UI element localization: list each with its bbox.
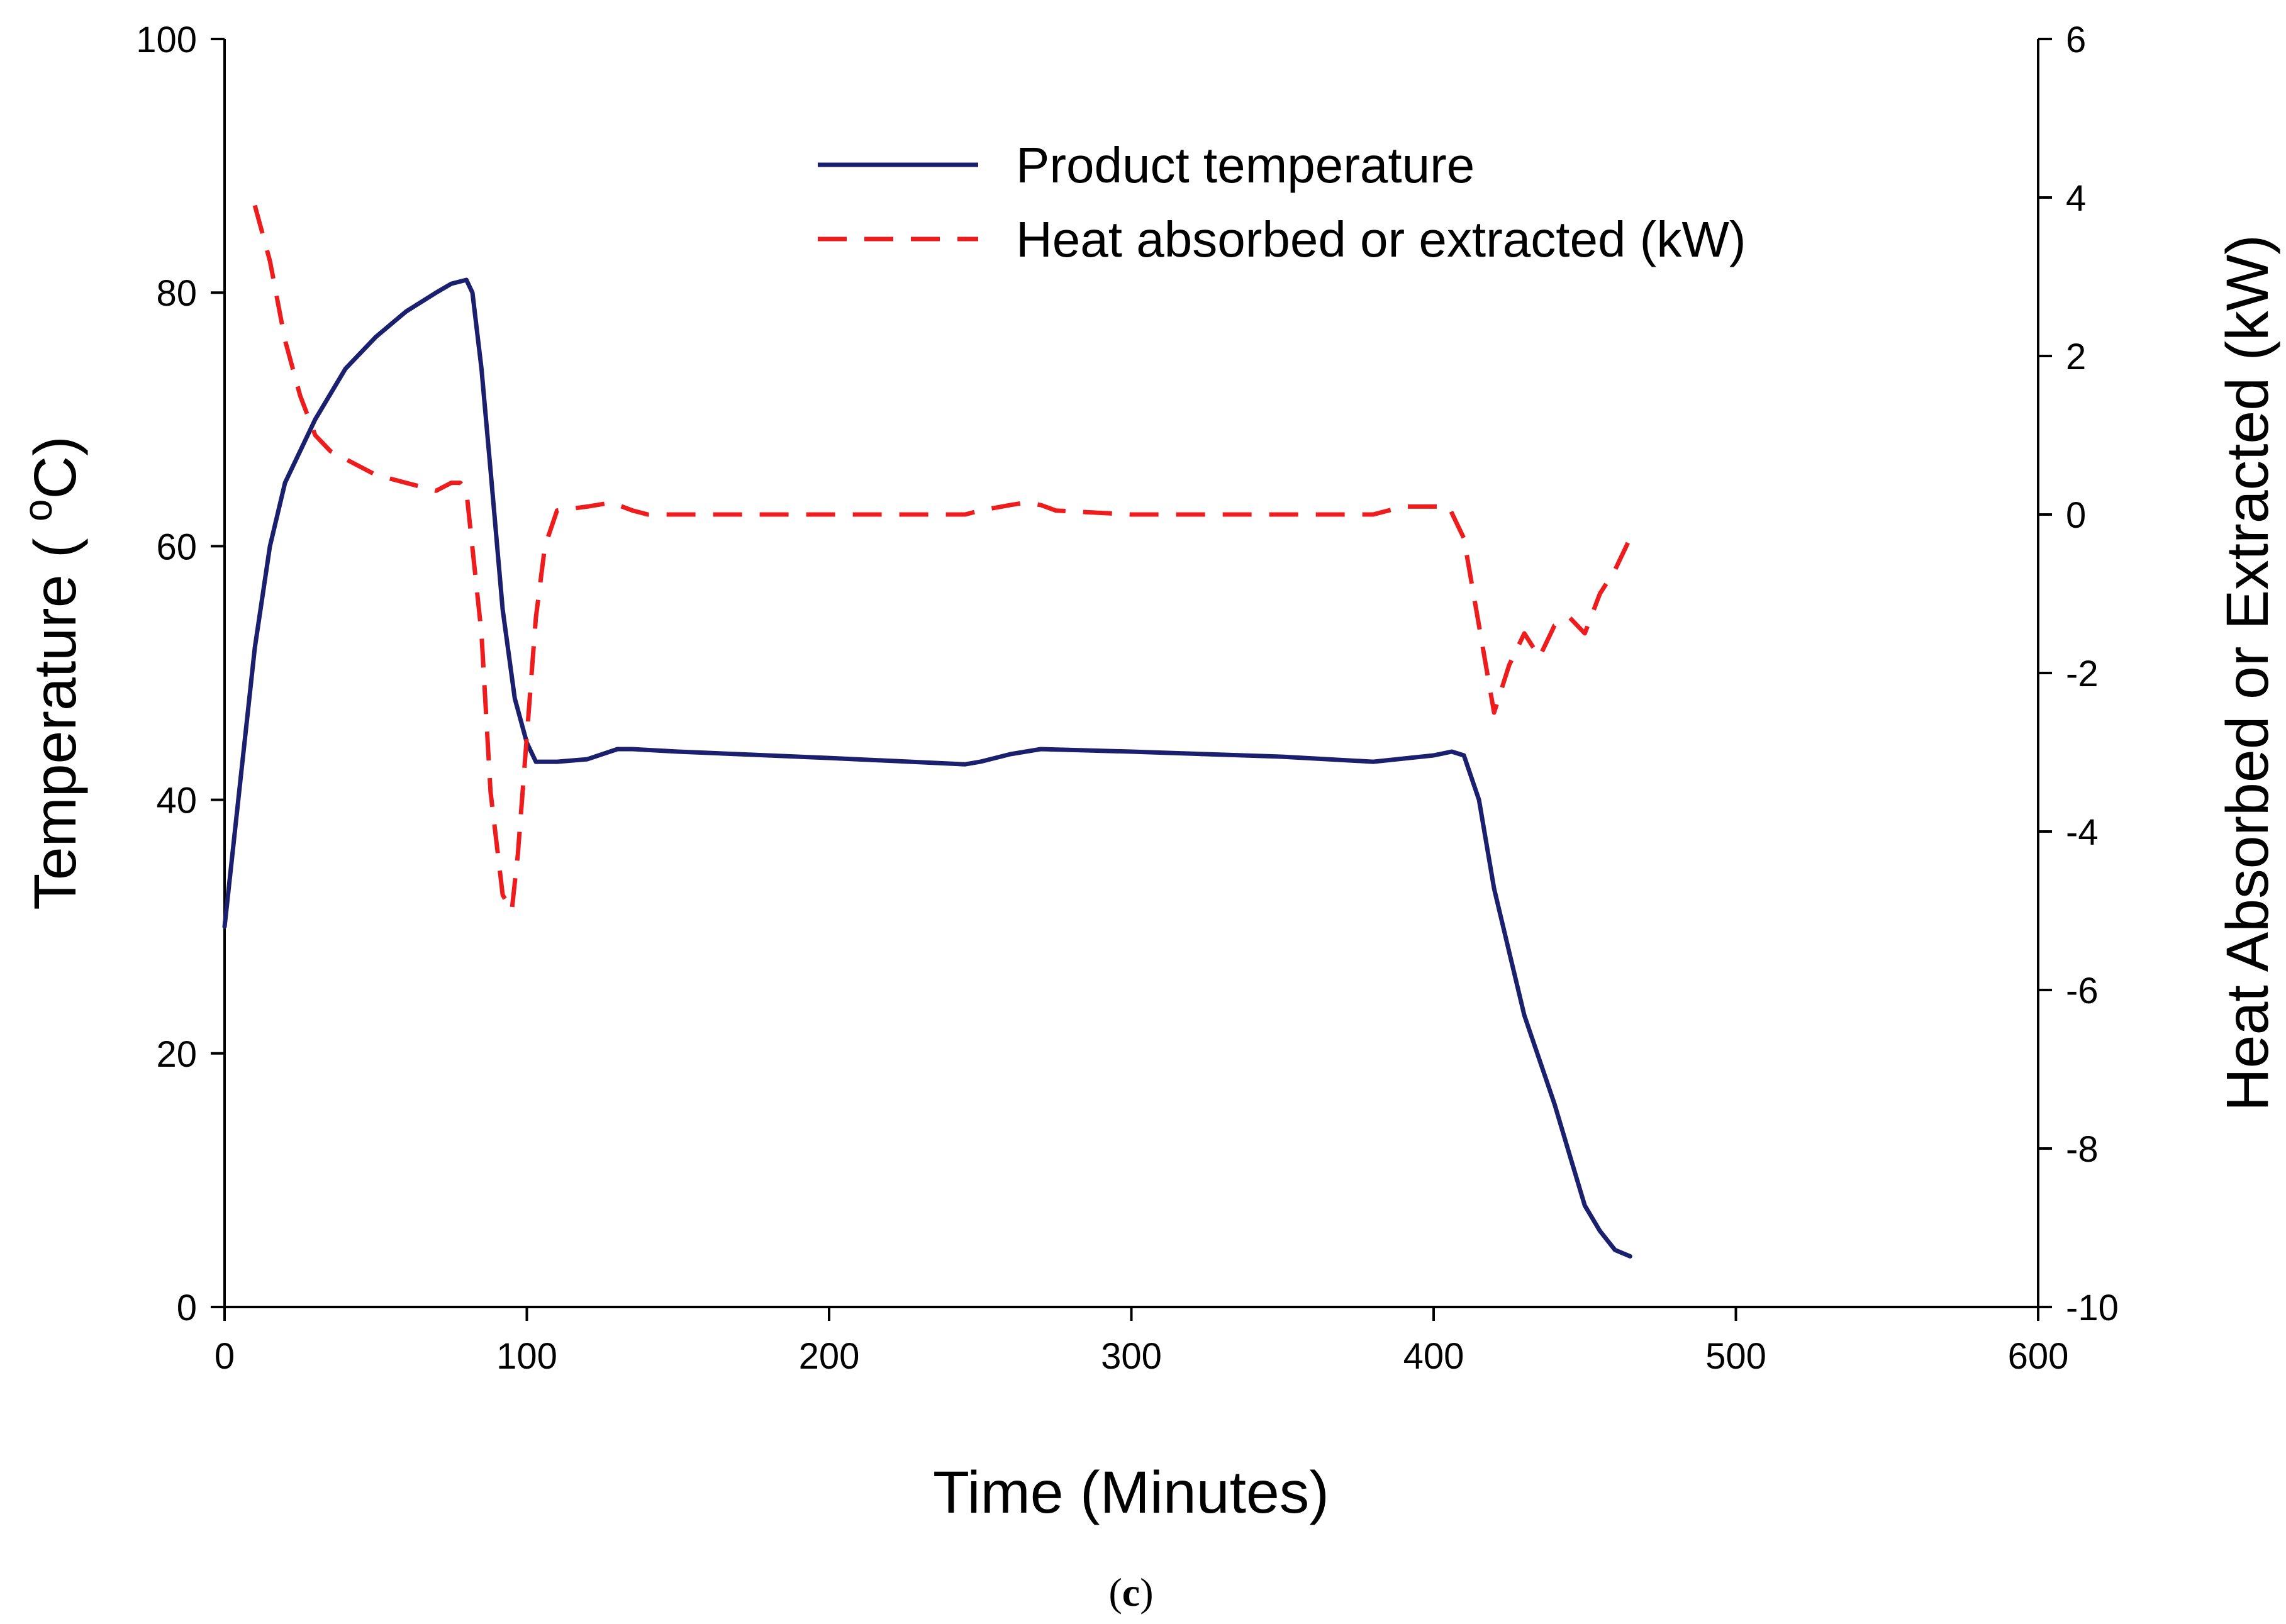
series-line-temperature [222,277,1632,1259]
y-tick-label-20: 20 [156,1034,197,1075]
x-tick-label-500: 500 [1705,1336,1766,1377]
y-tick-label-80: 80 [156,273,197,314]
x-tick-label-200: 200 [799,1336,860,1377]
x-tick-label-300: 300 [1101,1336,1162,1377]
series-line-heat [252,204,1632,913]
y2-tick-label-6: 6 [2066,19,2086,60]
y-axis-title-prefix: Temperature ( [22,521,89,910]
x-tick-label-600: 600 [2008,1336,2069,1377]
y-axis-ticks: 0 20 40 60 80 100 [136,19,225,1328]
y2-axis-title: Heat Absorbed or Extracted (kW) [2214,235,2281,1111]
x-tick-label-0: 0 [215,1336,235,1377]
y2-tick-label--2: -2 [2066,653,2099,694]
figure-caption: (c) [1108,1570,1153,1615]
y2-tick-label--10: -10 [2066,1288,2119,1328]
y2-tick-label-4: 4 [2066,178,2086,219]
y2-tick-label-0: 0 [2066,495,2086,536]
caption-letter: c [1122,1570,1140,1615]
y-axis-title-unit: C) [22,436,89,499]
y-tick-label-60: 60 [156,526,197,567]
legend-label-heat: Heat absorbed or extracted (kW) [1016,211,1746,267]
series-layer [222,204,1632,1259]
y2-tick-label--6: -6 [2066,971,2099,1011]
y2-tick-label--4: -4 [2066,812,2099,853]
x-axis-ticks: 0 100 200 300 400 500 600 [215,1307,2069,1377]
y2-tick-label-2: 2 [2066,336,2086,377]
caption-open: ( [1108,1570,1122,1615]
legend: Product temperature Heat absorbed or ext… [818,137,1746,267]
y2-tick-label--8: -8 [2066,1129,2099,1170]
x-tick-label-100: 100 [496,1336,557,1377]
legend-label-product-temperature: Product temperature [1016,137,1475,193]
y2-axis-ticks: -10 -8 -6 -4 -2 0 2 4 6 [2038,19,2119,1328]
y-axis-title: Temperature ( oC) [15,436,89,910]
y-tick-label-100: 100 [136,19,197,60]
y-axis-title-superscript: o [15,499,60,521]
x-tick-label-400: 400 [1403,1336,1464,1377]
caption-close: ) [1140,1570,1153,1615]
x-axis-title: Time (Minutes) [933,1459,1329,1526]
y-tick-label-0: 0 [177,1288,197,1328]
y-tick-label-40: 40 [156,781,197,821]
